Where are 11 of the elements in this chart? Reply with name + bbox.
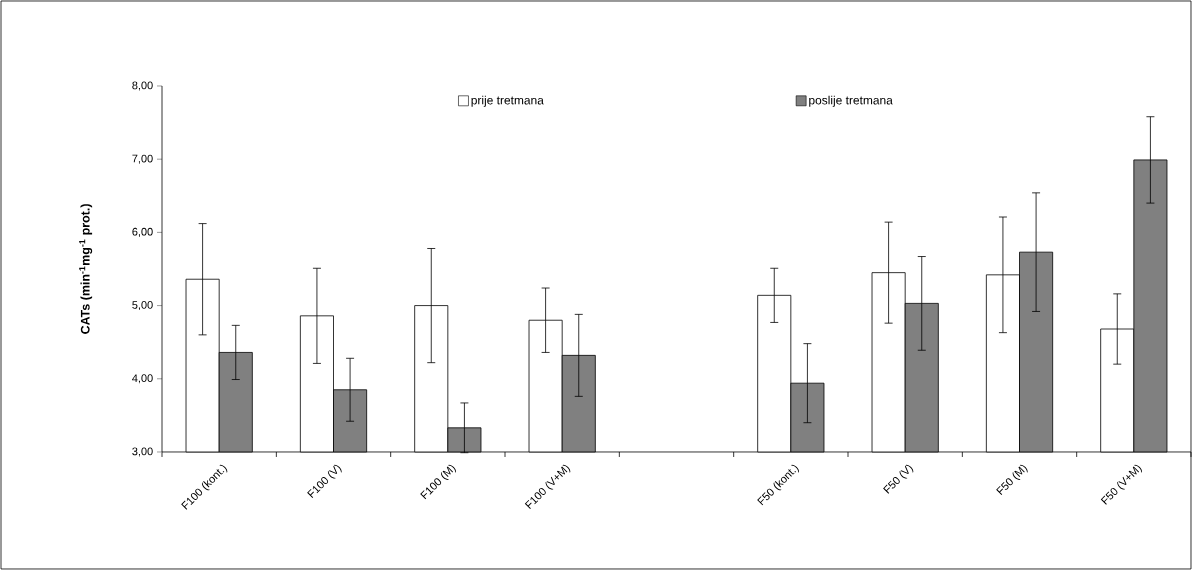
y-tick-label: 4,00 (132, 374, 153, 384)
legend-label: prije tretmana (471, 95, 544, 107)
y-tick-label: 7,00 (132, 154, 153, 164)
x-tick-label: F50 (M) (996, 464, 1028, 496)
y-tick-label: 6,00 (132, 227, 153, 237)
y-tick-label: 3,00 (132, 447, 153, 457)
y-axis-title: CATs (min$^{-1}$mg$^{-1}$ prot.) (79, 204, 93, 334)
y-tick-label: 5,00 (132, 301, 153, 311)
x-tick-label: F50 (V) (883, 464, 914, 494)
legend-label: poslije tretmana (809, 95, 893, 107)
y-tick-label: 8,00 (132, 81, 153, 91)
